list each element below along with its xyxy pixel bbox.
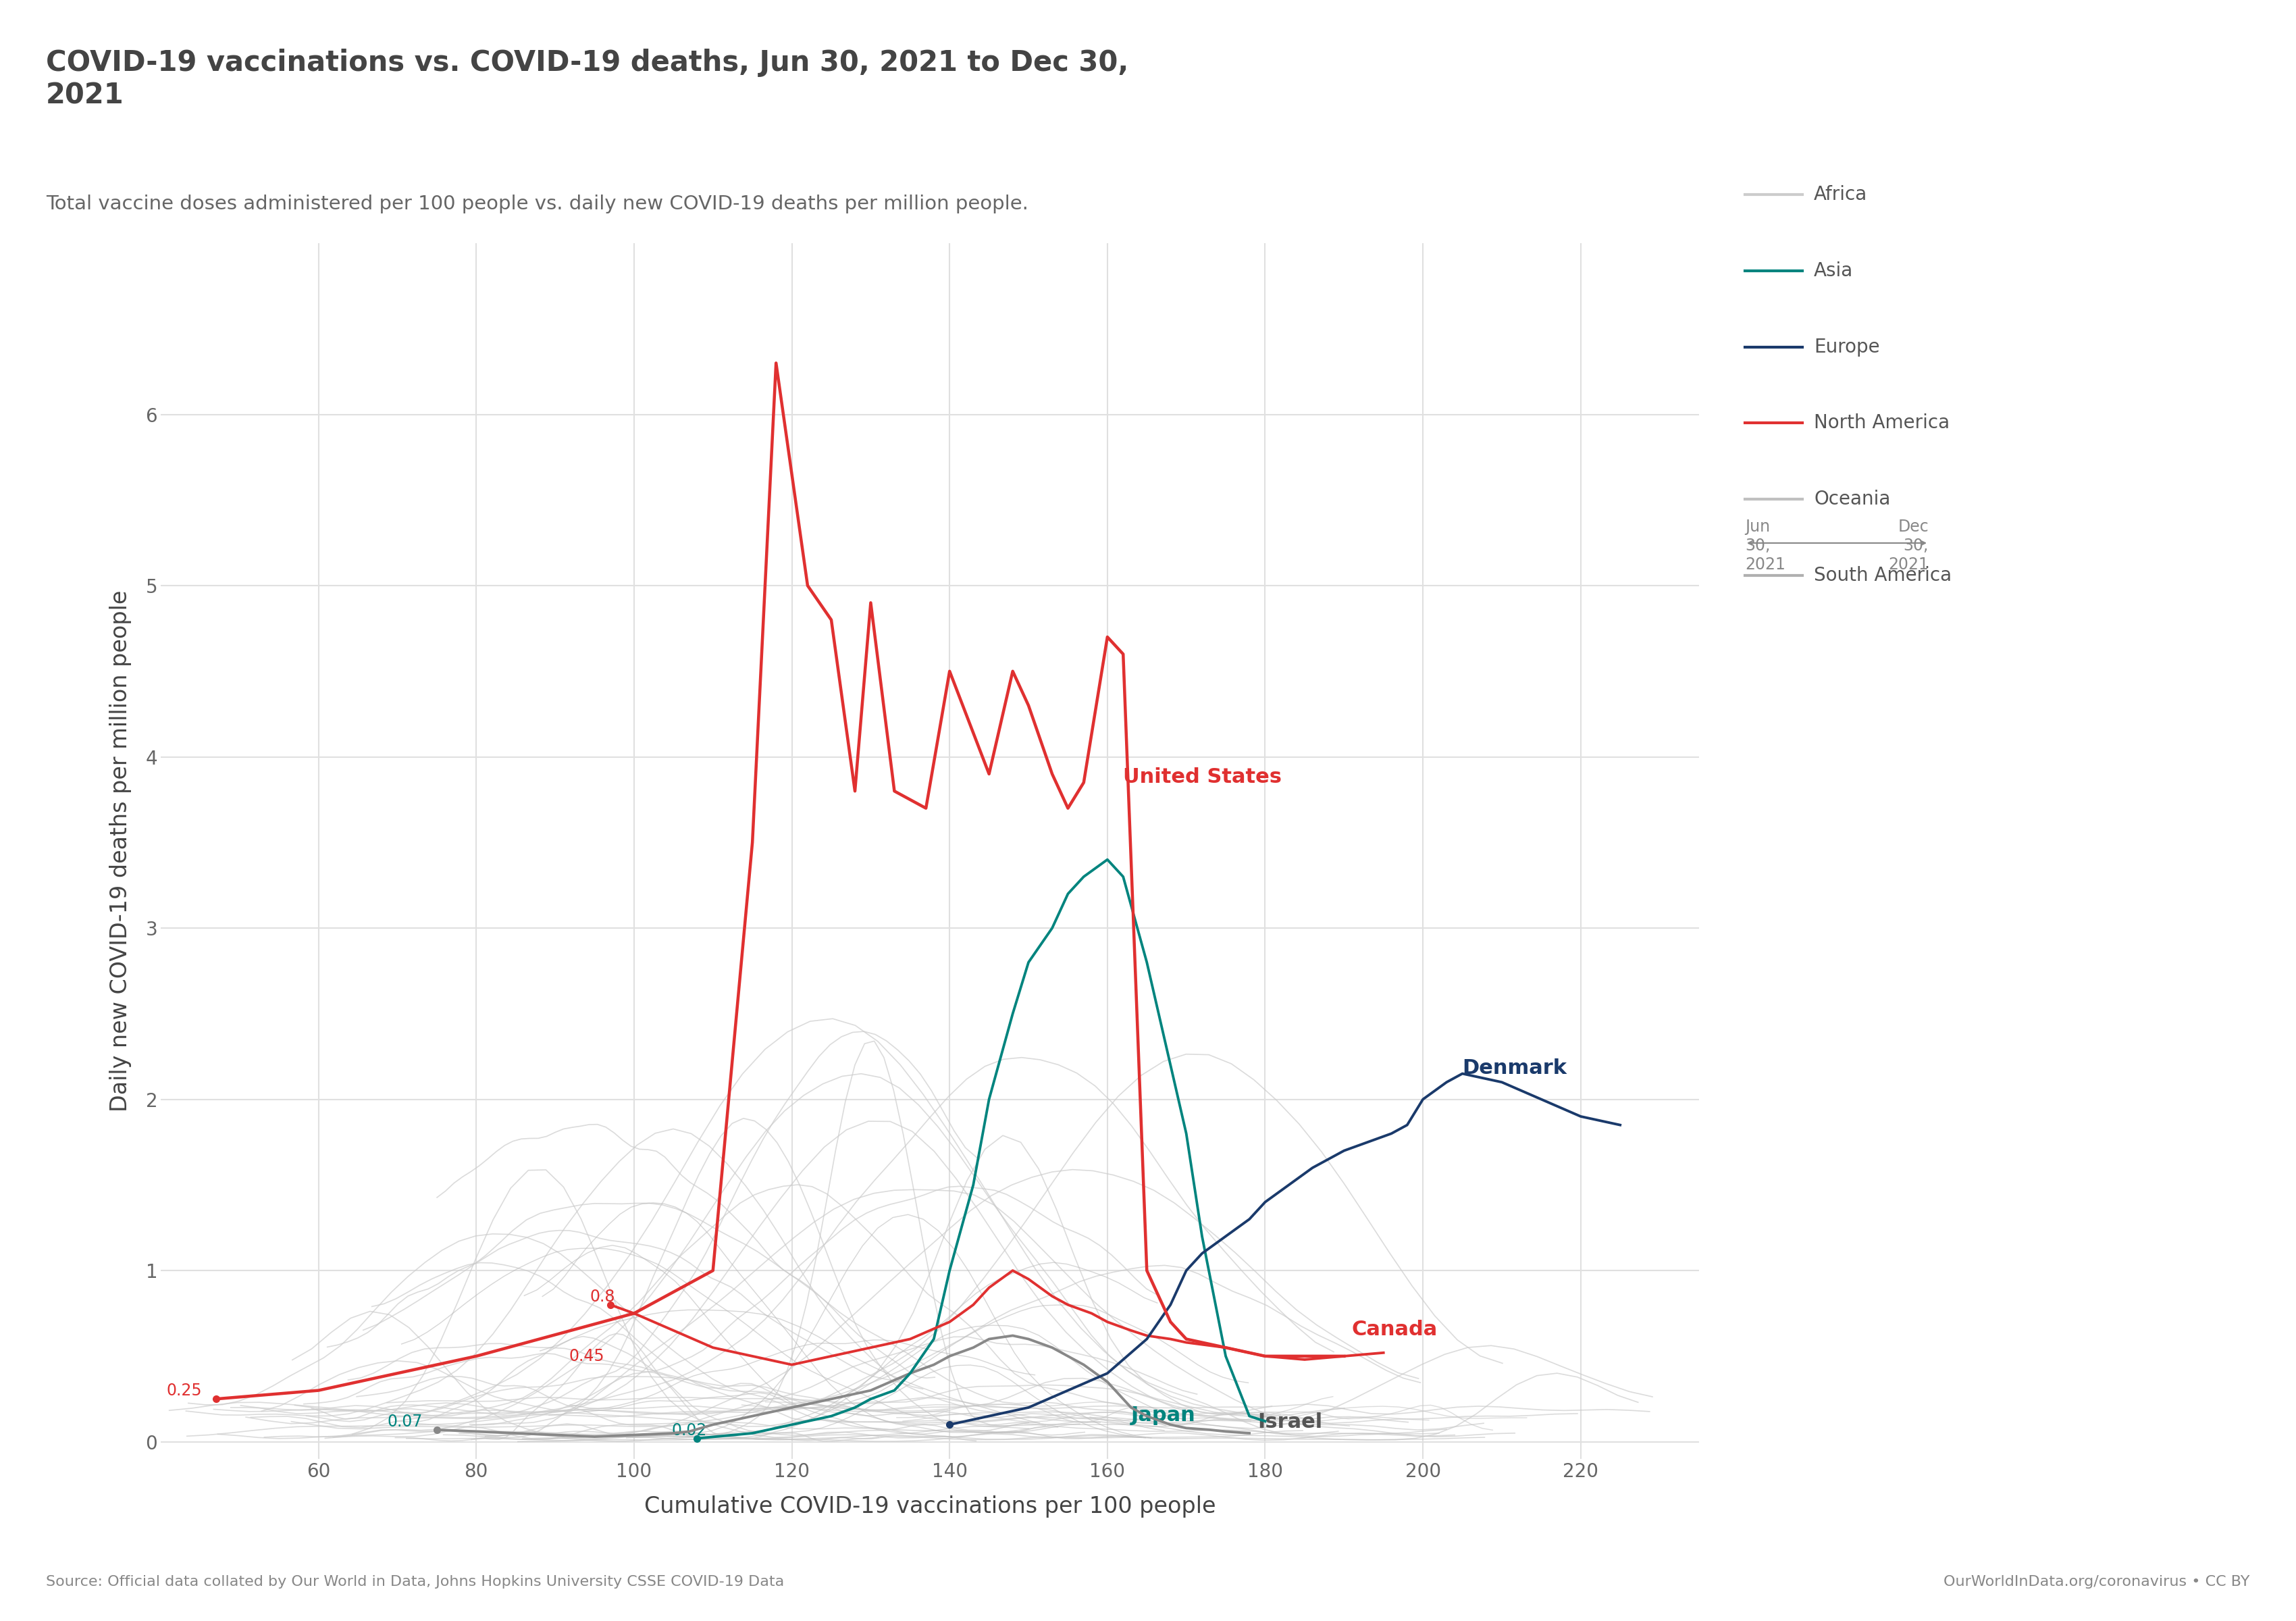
Text: Japan: Japan: [1132, 1405, 1196, 1425]
Text: OurWorldInData.org/coronavirus • CC BY: OurWorldInData.org/coronavirus • CC BY: [1945, 1576, 2250, 1589]
Text: Asia: Asia: [1814, 261, 1853, 280]
Text: Jun
30,
2021: Jun 30, 2021: [1745, 519, 1786, 572]
Text: Europe: Europe: [1814, 337, 1880, 357]
Y-axis label: Daily new COVID-19 deaths per million people: Daily new COVID-19 deaths per million pe…: [110, 590, 131, 1112]
Text: Oceania: Oceania: [1814, 490, 1890, 509]
Text: Our World
in Data: Our World in Data: [1828, 83, 1915, 112]
Text: South America: South America: [1814, 566, 1952, 585]
Text: Israel: Israel: [1258, 1412, 1322, 1431]
Text: Africa: Africa: [1814, 185, 1867, 204]
Text: Dec
30,
2021: Dec 30, 2021: [1887, 519, 1929, 572]
Text: Canada: Canada: [1352, 1319, 1437, 1339]
Text: COVID-19 vaccinations vs. COVID-19 deaths, Jun 30, 2021 to Dec 30,
2021: COVID-19 vaccinations vs. COVID-19 death…: [46, 49, 1130, 110]
Text: 0.8: 0.8: [590, 1289, 615, 1305]
Text: 0.07: 0.07: [388, 1414, 422, 1430]
Text: 0.02: 0.02: [673, 1422, 707, 1438]
Text: United States: United States: [1123, 767, 1281, 786]
Text: Source: Official data collated by Our World in Data, Johns Hopkins University CS: Source: Official data collated by Our Wo…: [46, 1576, 785, 1589]
X-axis label: Cumulative COVID-19 vaccinations per 100 people: Cumulative COVID-19 vaccinations per 100…: [645, 1495, 1215, 1517]
Text: Denmark: Denmark: [1463, 1059, 1568, 1078]
Text: Total vaccine doses administered per 100 people vs. daily new COVID-19 deaths pe: Total vaccine doses administered per 100…: [46, 195, 1029, 214]
Text: North America: North America: [1814, 413, 1949, 433]
Text: 0.25: 0.25: [168, 1383, 202, 1399]
Text: 0.45: 0.45: [569, 1349, 604, 1365]
